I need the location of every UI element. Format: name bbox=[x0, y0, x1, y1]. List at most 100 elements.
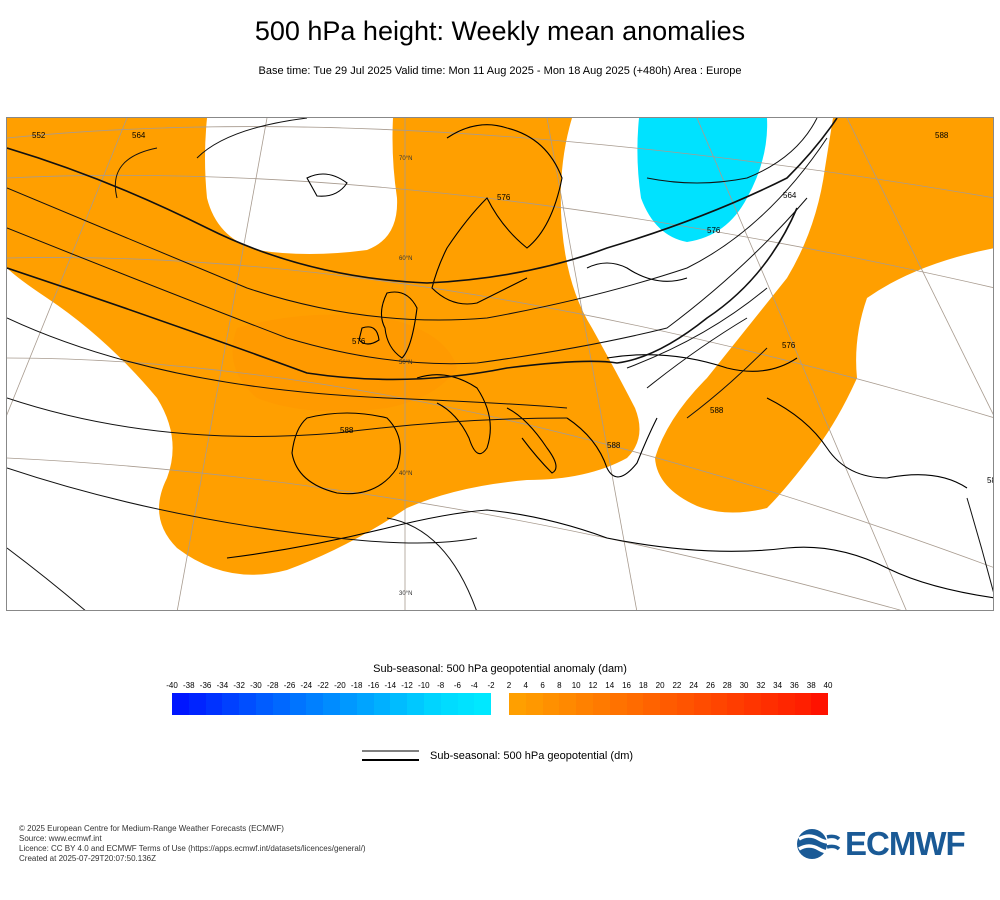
positive-anomaly-area-east bbox=[655, 118, 993, 513]
legend-tick-label: 16 bbox=[622, 681, 631, 690]
legend-tick-label: -34 bbox=[216, 681, 229, 690]
legend-tick-label: 4 bbox=[523, 681, 528, 690]
legend-color-segment bbox=[693, 693, 711, 715]
legend-ticks: -40 -38 -36 -34 -32 -30 -28 -26 -24 -22 -20 -18 -16-… bbox=[162, 681, 838, 693]
ecmwf-logo: ECMWF bbox=[795, 825, 966, 862]
contour-label: 588 bbox=[987, 476, 994, 485]
legend-tick-label: 28 bbox=[722, 681, 732, 690]
legend-tick-label: 2 bbox=[506, 681, 512, 690]
legend-color-segment bbox=[777, 693, 795, 715]
lat-label: 50°N bbox=[399, 360, 412, 366]
legend-color-segment bbox=[306, 693, 324, 715]
anomaly-map[interactable]: 576 564 552 576 588 588 576 588 564 576 … bbox=[6, 117, 994, 611]
legend-tick-label: -40 bbox=[166, 681, 178, 690]
lat-label: 60°N bbox=[399, 256, 412, 262]
legend-color-segment bbox=[676, 693, 694, 715]
legend-color-segment bbox=[457, 693, 475, 715]
legend-tick-label: 12 bbox=[588, 681, 598, 690]
legend-color-segment bbox=[356, 693, 374, 715]
legend-tick-label: -38 bbox=[183, 681, 195, 690]
legend-color-segment bbox=[407, 693, 424, 715]
legend-tick-label: 22 bbox=[672, 681, 682, 690]
contour-label: 576 bbox=[782, 341, 796, 350]
legend-tick-label: 40 bbox=[823, 681, 833, 690]
contour-label: 576 bbox=[497, 193, 511, 202]
chart-subtitle: Base time: Tue 29 Jul 2025 Valid time: M… bbox=[258, 65, 742, 77]
legend-color-segment bbox=[727, 693, 745, 715]
legend-tick-label: 34 bbox=[773, 681, 783, 690]
source-text: Source: www.ecmwf.int bbox=[19, 834, 102, 843]
legend-tick-label: -10 bbox=[418, 681, 430, 690]
footer: © 2025 European Centre for Medium-Range … bbox=[19, 824, 366, 864]
coastlines bbox=[226, 124, 993, 599]
legend-tick-label: 10 bbox=[571, 681, 581, 690]
legend-color-segment bbox=[440, 693, 458, 715]
legend-tick-label: -14 bbox=[384, 681, 397, 690]
legend-tick-label: -16 bbox=[367, 681, 380, 690]
legend-color-segment bbox=[626, 693, 644, 715]
legend-tick-label: 18 bbox=[638, 681, 648, 690]
ecmwf-logo-text: ECMWF bbox=[845, 825, 966, 862]
legend-color-segment bbox=[760, 693, 778, 715]
legend-color-segment bbox=[710, 693, 728, 715]
legend-tick-label: 30 bbox=[739, 681, 749, 690]
map-canvas: 576 564 552 576 588 588 576 588 564 576 … bbox=[7, 118, 994, 610]
legend-color-segment bbox=[373, 693, 391, 715]
legend-color-segment bbox=[339, 693, 357, 715]
negative-anomaly-area bbox=[637, 118, 768, 242]
chart-title: 500 hPa height: Weekly mean anomalies bbox=[254, 16, 746, 46]
lat-label: 30°N bbox=[399, 591, 412, 597]
contour-label-group: 576 564 552 576 588 588 576 588 564 576 … bbox=[32, 131, 994, 485]
contour-label: 588 bbox=[935, 131, 949, 140]
contour-label: 576 bbox=[707, 226, 721, 235]
legend-tick-label: -26 bbox=[283, 681, 296, 690]
legend-tick-label: -4 bbox=[470, 681, 478, 690]
legend-tick-label: -20 bbox=[334, 681, 346, 690]
legend-tick-label: -32 bbox=[233, 681, 245, 690]
legend-color-segment bbox=[660, 693, 677, 715]
contour-legend-label: Sub-seasonal: 500 hPa geopotential (dm) bbox=[430, 750, 634, 762]
contour-label: 588 bbox=[340, 426, 354, 435]
legend-tick-label: 20 bbox=[655, 681, 665, 690]
contour-label: 588 bbox=[607, 441, 621, 450]
legend-color-segment bbox=[559, 693, 577, 715]
legend-color-segment bbox=[509, 693, 526, 715]
lat-label: 70°N bbox=[399, 156, 412, 162]
legend-color-segment bbox=[542, 693, 560, 715]
contour-label: 564 bbox=[783, 191, 797, 200]
legend-color-segment bbox=[794, 693, 812, 715]
copyright-text: © 2025 European Centre for Medium-Range … bbox=[19, 824, 284, 833]
legend-color-segment bbox=[205, 693, 223, 715]
legend-title: Sub-seasonal: 500 hPa geopotential anoma… bbox=[373, 663, 627, 675]
legend-tick-label: -12 bbox=[401, 681, 413, 690]
lat-label: 40°N bbox=[399, 471, 412, 477]
contour-label: 588 bbox=[710, 406, 724, 415]
legend-color-segment bbox=[390, 693, 408, 715]
legend-tick-label: 8 bbox=[557, 681, 562, 690]
contour-label: 564 bbox=[132, 131, 146, 140]
ecmwf-logo-icon bbox=[797, 829, 841, 859]
legend-color-segment bbox=[272, 693, 290, 715]
legend-bar-negative bbox=[172, 693, 492, 715]
legend-color-segment bbox=[188, 693, 206, 715]
legend-tick-label: -2 bbox=[487, 681, 495, 690]
legend-tick-label: -30 bbox=[250, 681, 262, 690]
contour-label: 552 bbox=[32, 131, 46, 140]
contour-legend-swatch bbox=[362, 750, 419, 761]
legend-color-segment bbox=[239, 693, 256, 715]
legend-color-segment bbox=[643, 693, 661, 715]
contour-label: 576 bbox=[352, 337, 366, 346]
legend-color-segment bbox=[172, 693, 189, 715]
graticule bbox=[7, 118, 993, 610]
legend-tick-label: -36 bbox=[199, 681, 212, 690]
legend-color-segment bbox=[525, 693, 543, 715]
latitude-labels: 70°N 60°N 50°N 40°N 30°N bbox=[399, 156, 412, 597]
legend-tick-label: -28 bbox=[266, 681, 279, 690]
legend-color-segment bbox=[576, 693, 593, 715]
legend-color-segment bbox=[474, 693, 492, 715]
legend-color-segment bbox=[744, 693, 761, 715]
geopotential-contours bbox=[7, 118, 993, 610]
legend-tick-label: 36 bbox=[789, 681, 799, 690]
legend-color-segment bbox=[222, 693, 240, 715]
legend-bar-positive bbox=[509, 693, 829, 715]
